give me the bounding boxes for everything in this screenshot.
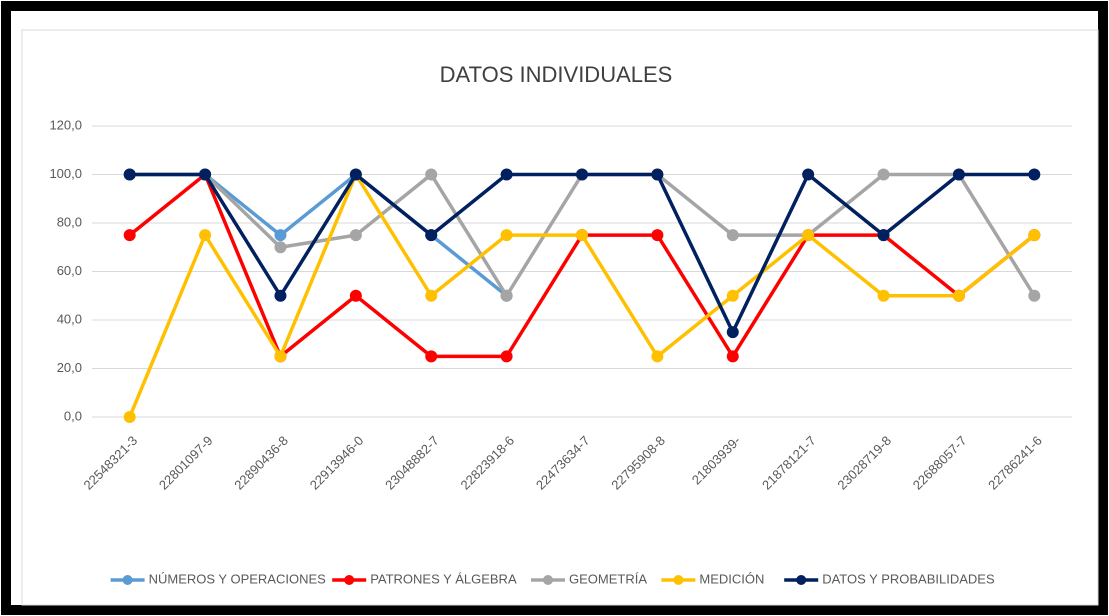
legend-label: DATOS Y PROBABILIDADES: [822, 571, 995, 586]
legend-label: NÚMEROS Y OPERACIONES: [149, 571, 327, 586]
data-point: [500, 289, 513, 302]
data-point: [726, 350, 739, 363]
data-point: [199, 168, 212, 181]
legend-marker: [543, 575, 553, 585]
data-point: [651, 229, 664, 242]
data-point: [1028, 168, 1041, 181]
legend-marker: [122, 575, 133, 585]
y-tick-label: 60,0: [57, 263, 82, 278]
data-point: [274, 350, 287, 363]
data-point: [1028, 229, 1041, 242]
data-point: [651, 350, 664, 363]
data-point: [877, 289, 890, 302]
legend-marker: [796, 575, 807, 585]
y-tick-label: 80,0: [57, 214, 82, 229]
y-tick-label: 120,0: [49, 117, 82, 132]
data-point: [349, 289, 362, 302]
data-point: [1028, 289, 1041, 302]
data-point: [877, 168, 890, 181]
data-point: [123, 168, 136, 181]
data-point: [274, 241, 287, 254]
y-tick-label: 40,0: [57, 311, 82, 326]
data-point: [123, 229, 136, 242]
y-tick-label: 100,0: [49, 166, 82, 181]
data-point: [274, 289, 287, 302]
legend-marker: [673, 575, 684, 585]
data-point: [500, 229, 513, 242]
y-tick-label: 0,0: [64, 408, 82, 423]
data-point: [425, 168, 438, 181]
data-point: [576, 229, 588, 242]
data-point: [425, 229, 438, 242]
data-point: [651, 168, 664, 181]
legend-label: PATRONES Y ÁLGEBRA: [370, 571, 517, 586]
data-point: [500, 350, 513, 363]
data-point: [425, 350, 438, 363]
chart-area: [21, 29, 1099, 606]
data-point: [726, 289, 739, 302]
data-point: [500, 168, 513, 181]
data-point: [802, 229, 815, 242]
data-point: [952, 289, 965, 302]
legend-label: MEDICIÓN: [699, 571, 764, 586]
data-point: [726, 229, 739, 242]
data-point: [726, 326, 739, 339]
data-point: [877, 229, 890, 242]
data-point: [199, 229, 212, 242]
chart-title: DATOS INDIVIDUALES: [440, 62, 673, 87]
data-point: [349, 168, 362, 181]
data-point: [952, 168, 965, 181]
data-point: [349, 229, 362, 242]
y-tick-label: 20,0: [57, 360, 82, 375]
data-point: [123, 411, 136, 423]
legend-label: GEOMETRÍA: [569, 571, 647, 586]
data-point: [576, 168, 588, 181]
data-point: [802, 168, 815, 181]
data-point: [425, 289, 438, 302]
data-point: [274, 229, 287, 242]
legend-marker: [344, 575, 355, 585]
